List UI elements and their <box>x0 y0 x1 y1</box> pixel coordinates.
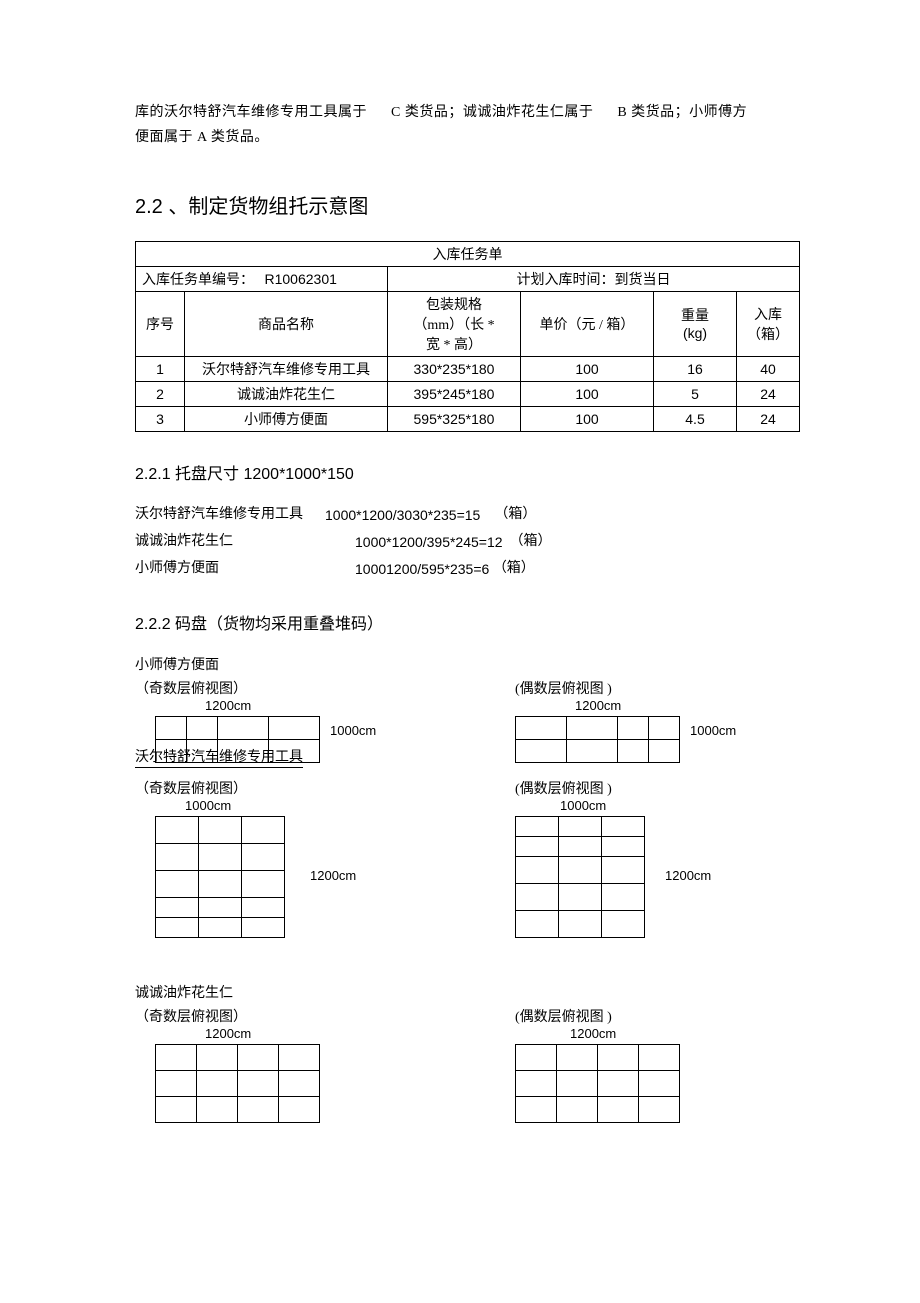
dim-1200: 1200cm <box>575 698 621 713</box>
odd-view-label: （奇数层俯视图） <box>135 1006 515 1026</box>
intro-part-1: 库的沃尔特舒汽车维修专用工具属于 <box>135 105 367 120</box>
heading-2-2-1: 2.2.1 托盘尺寸 1200*1000*150 <box>135 460 800 484</box>
col-weight: 重量 (kg) <box>654 292 737 357</box>
intro-part-4: 便面属于 A 类货品。 <box>135 130 269 145</box>
dim-1200: 1200cm <box>310 868 356 883</box>
col-name: 商品名称 <box>185 292 388 357</box>
even-view-label: (偶数层俯视图 ) <box>515 678 800 698</box>
heading-2-2: 2.2 、制定货物组托示意图 <box>135 190 800 219</box>
table-title: 入库任务单 <box>136 242 800 267</box>
col-inbound: 入库（箱） <box>737 292 800 357</box>
dim-1200: 1200cm <box>665 868 711 883</box>
pallet-diagrams: 小师傅方便面 （奇数层俯视图） 1200cm 1000cm 沃尔特舒汽车维修专用… <box>135 654 800 1136</box>
heading-2-2-2: 2.2.2 码盘（货物均采用重叠堆码） <box>135 610 800 634</box>
calc-unit: （箱） <box>494 502 536 529</box>
calc-unit: （箱） <box>510 529 552 556</box>
even-view-label: (偶数层俯视图 ) <box>515 778 800 798</box>
dim-1000: 1000cm <box>560 798 606 813</box>
dim-1200: 1200cm <box>570 1026 616 1041</box>
calc-expr: 10001200/595*235=6 <box>355 556 489 583</box>
pallet-item-3: 诚诚油炸花生仁 <box>135 982 800 1002</box>
inbound-task-table: 入库任务单 入库任务单编号： R10062301 计划入库时间：到货当日 序号 … <box>135 241 800 432</box>
dim-1200: 1200cm <box>205 1026 251 1041</box>
even-view-label: (偶数层俯视图 ) <box>515 1006 800 1026</box>
pallet-item-1: 小师傅方便面 <box>135 654 800 674</box>
dim-1000: 1000cm <box>330 723 376 738</box>
calc-expr: 1000*1200/3030*235=15 <box>325 502 480 529</box>
odd-view-label: （奇数层俯视图） <box>135 778 515 798</box>
table-row: 1 沃尔特舒汽车维修专用工具 330*235*180 100 16 40 <box>136 357 800 382</box>
calc-name: 诚诚油炸花生仁 <box>135 529 325 556</box>
odd-view-label: （奇数层俯视图） <box>135 678 515 698</box>
calc-unit: （箱） <box>493 556 535 583</box>
grid-even-2 <box>515 816 645 938</box>
dim-1000: 1000cm <box>185 798 231 813</box>
table-row: 2 诚诚油炸花生仁 395*245*180 100 5 24 <box>136 382 800 407</box>
dim-1200: 1200cm <box>205 698 251 713</box>
grid-odd-3 <box>155 1044 320 1123</box>
intro-part-3: B 类货品；小师傅方 <box>617 105 747 120</box>
order-number-cell: 入库任务单编号： R10062301 <box>136 267 388 292</box>
intro-part-2: C 类货品；诚诚油炸花生仁属于 <box>391 105 593 120</box>
calc-name: 沃尔特舒汽车维修专用工具 <box>135 502 325 529</box>
pallet-item-2-overlay: 沃尔特舒汽车维修专用工具 <box>135 746 303 768</box>
col-price: 单价（元 / 箱） <box>521 292 654 357</box>
grid-even-3 <box>515 1044 680 1123</box>
table-row: 3 小师傅方便面 595*325*180 100 4.5 24 <box>136 407 800 432</box>
grid-odd-2 <box>155 816 285 938</box>
dim-1000: 1000cm <box>690 723 736 738</box>
calculation-block: 沃尔特舒汽车维修专用工具 1000*1200/3030*235=15 （箱） 诚… <box>135 502 800 582</box>
col-seq: 序号 <box>136 292 185 357</box>
grid-even-1 <box>515 716 680 763</box>
calc-name: 小师傅方便面 <box>135 556 325 583</box>
col-pkg: 包装规格 （mm）（长 * 宽 * 高） <box>388 292 521 357</box>
plan-time-cell: 计划入库时间：到货当日 <box>388 267 800 292</box>
intro-paragraph: 库的沃尔特舒汽车维修专用工具属于 C 类货品；诚诚油炸花生仁属于 B 类货品；小… <box>135 100 800 150</box>
calc-expr: 1000*1200/395*245=12 <box>355 529 503 556</box>
